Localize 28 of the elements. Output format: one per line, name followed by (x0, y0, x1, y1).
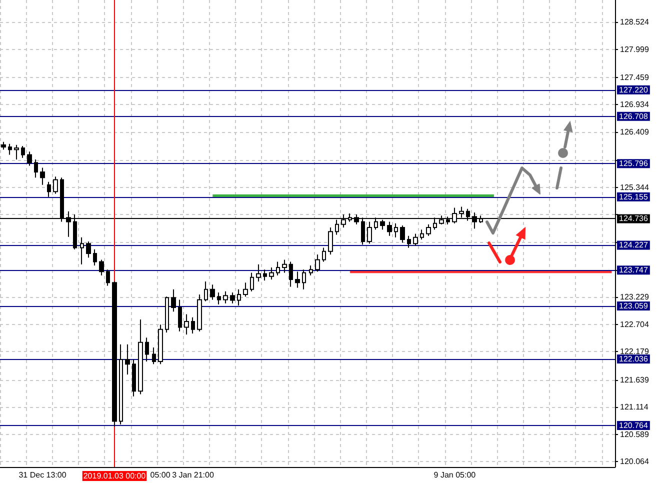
y-tick-label: 122.179 (620, 347, 650, 356)
y-tick-label: 121.114 (620, 402, 649, 412)
ref-line-label: 125.155 (619, 192, 648, 202)
y-tick-label: 125.344 (620, 182, 650, 192)
x-tick-label: 31 Dec 13:00 (18, 470, 67, 480)
x-tick-label: 2019.01.03 00:00 (83, 472, 146, 480)
y-tick-label: 128.524 (620, 18, 650, 27)
y-tick-label: 121.639 (620, 375, 650, 384)
y-tick-label: 122.704 (620, 320, 650, 329)
ref-line-label: 123.059 (619, 301, 648, 310)
y-tick-label: 123.229 (620, 292, 650, 302)
y-tick-label: 120.589 (620, 430, 650, 439)
ref-line-label: 125.796 (619, 159, 648, 168)
ref-line-label: 120.764 (619, 420, 648, 430)
x-tick-label: 9 Jan 05:00 (434, 470, 476, 480)
y-tick-label: 127.459 (620, 72, 650, 82)
ref-line-label: 122.036 (619, 354, 648, 364)
ref-line-label: 127.220 (619, 85, 648, 94)
y-tick-label: 126.934 (620, 100, 650, 110)
ref-line-label: 124.736 (619, 214, 648, 224)
x-tick-label: 3 Jan 21:00 (172, 470, 214, 480)
ref-line-label: 124.227 (619, 240, 648, 250)
y-tick-label: 120.064 (620, 457, 650, 466)
y-tick-label: 127.999 (620, 44, 650, 54)
ref-line-label: 123.747 (619, 266, 648, 275)
x-tick-label: 05:00 (150, 470, 171, 480)
ref-line-label: 126.708 (619, 112, 648, 121)
y-tick-label: 126.409 (620, 127, 650, 136)
